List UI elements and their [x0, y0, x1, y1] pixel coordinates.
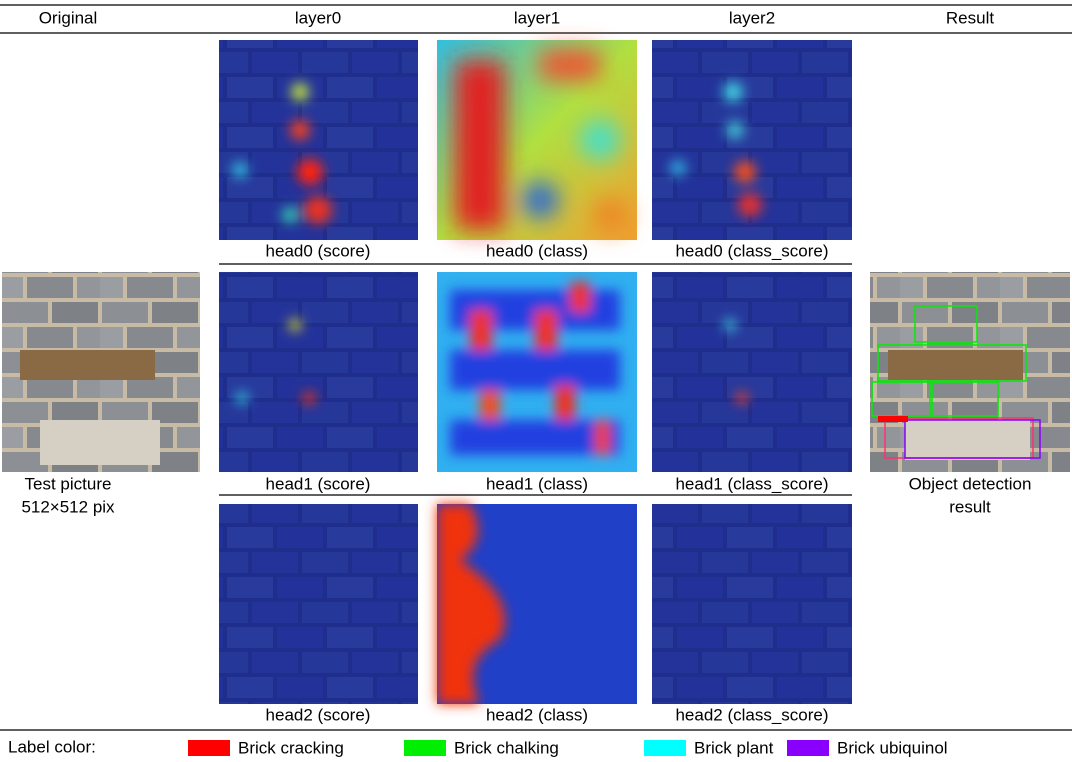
- column-header: layer0: [295, 8, 341, 27]
- legend-label: Brick cracking: [238, 738, 344, 757]
- panel-caption: head2 (class): [486, 705, 588, 724]
- panel-caption: head2 (class_score): [675, 705, 828, 724]
- heatmap: [437, 504, 637, 704]
- panel-caption: head0 (class): [486, 241, 588, 260]
- panel-caption: head0 (class_score): [675, 241, 828, 260]
- heatmap: [437, 40, 637, 240]
- column-header: Result: [946, 8, 994, 27]
- result-image: [870, 272, 1070, 472]
- column-header: Original: [39, 8, 98, 27]
- original-caption: Test picture: [25, 474, 112, 493]
- heatmap: [437, 272, 637, 472]
- heatmap: [652, 40, 852, 240]
- heatmap: [219, 504, 418, 704]
- panel-caption: head2 (score): [266, 705, 371, 724]
- legend-label: Brick plant: [694, 738, 774, 757]
- panel-caption: head1 (class_score): [675, 474, 828, 493]
- result-caption: result: [949, 497, 991, 516]
- panel-caption: head1 (score): [266, 474, 371, 493]
- legend-swatch: [404, 740, 446, 756]
- heatmap: [219, 40, 418, 240]
- original-image: [2, 272, 200, 472]
- legend-title: Label color:: [8, 737, 96, 756]
- legend-swatch: [787, 740, 829, 756]
- original-caption: 512×512 pix: [21, 497, 115, 516]
- legend-swatch: [644, 740, 686, 756]
- heatmap: [219, 272, 418, 472]
- legend-swatch: [188, 740, 230, 756]
- legend-label: Brick ubiquinol: [837, 738, 948, 757]
- legend-label: Brick chalking: [454, 738, 559, 757]
- heatmap: [652, 272, 852, 472]
- panel-caption: head1 (class): [486, 474, 588, 493]
- heatmap: [652, 504, 852, 704]
- panel-caption: head0 (score): [266, 241, 371, 260]
- column-header: layer2: [729, 8, 775, 27]
- result-caption: Object detection: [909, 474, 1032, 493]
- column-header: layer1: [514, 8, 560, 27]
